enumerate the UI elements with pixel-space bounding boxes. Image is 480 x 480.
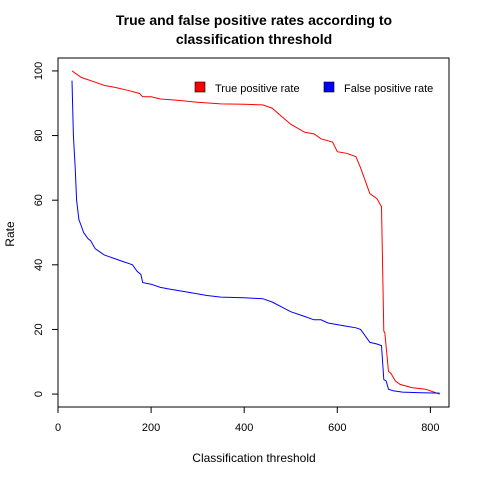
x-tick-label: 0	[55, 422, 61, 434]
series-line-false-positive-rate	[71, 80, 440, 394]
x-tick-label: 600	[328, 422, 346, 434]
x-tick-label: 400	[235, 422, 253, 434]
y-tick-label: 80	[33, 129, 45, 141]
legend-swatch-false-positive	[323, 81, 335, 93]
y-tick-label: 60	[33, 194, 45, 206]
plot-frame	[57, 57, 450, 408]
y-axis-label: Rate	[3, 221, 17, 247]
x-axis-label: Classification threshold	[192, 451, 315, 465]
y-tick-label: 40	[33, 259, 45, 271]
y-tick-label: 100	[33, 62, 45, 80]
x-tick-label: 200	[142, 422, 160, 434]
series-layer	[71, 70, 440, 395]
y-tick-label: 20	[33, 323, 45, 335]
legend-label-false-positive: False positive rate	[344, 83, 433, 95]
chart-title-line-1: True and false positive rates according …	[116, 12, 392, 28]
y-axis: 0 20 40 60 80 100	[33, 62, 58, 397]
legend-swatch-true-positive	[194, 81, 206, 93]
x-tick-label: 800	[421, 422, 439, 434]
chart-title-line-2: classification threshold	[176, 31, 332, 47]
legend: True positive rate False positive rate	[194, 81, 433, 95]
y-tick-label: 0	[33, 391, 45, 397]
series-line-true-positive-rate	[71, 70, 440, 395]
legend-label-true-positive: True positive rate	[215, 83, 300, 95]
x-axis: 0 200 400 600 800	[55, 407, 440, 434]
